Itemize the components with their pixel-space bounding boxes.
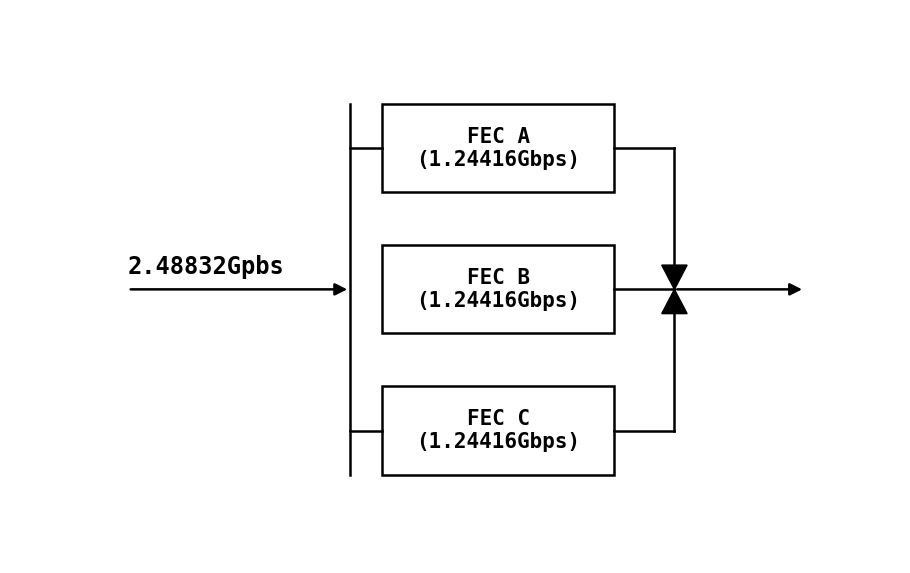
Bar	[382, 104, 614, 193]
Polygon shape	[662, 265, 687, 289]
Text: FEC C
(1.24416Gbps): FEC C (1.24416Gbps)	[416, 409, 581, 452]
Bar	[382, 386, 614, 474]
Text: FEC A
(1.24416Gbps): FEC A (1.24416Gbps)	[416, 127, 581, 170]
Text: 2.48832Gpbs: 2.48832Gpbs	[127, 256, 285, 279]
Text: FEC B
(1.24416Gbps): FEC B (1.24416Gbps)	[416, 268, 581, 311]
Bar	[382, 245, 614, 333]
Polygon shape	[662, 289, 687, 313]
